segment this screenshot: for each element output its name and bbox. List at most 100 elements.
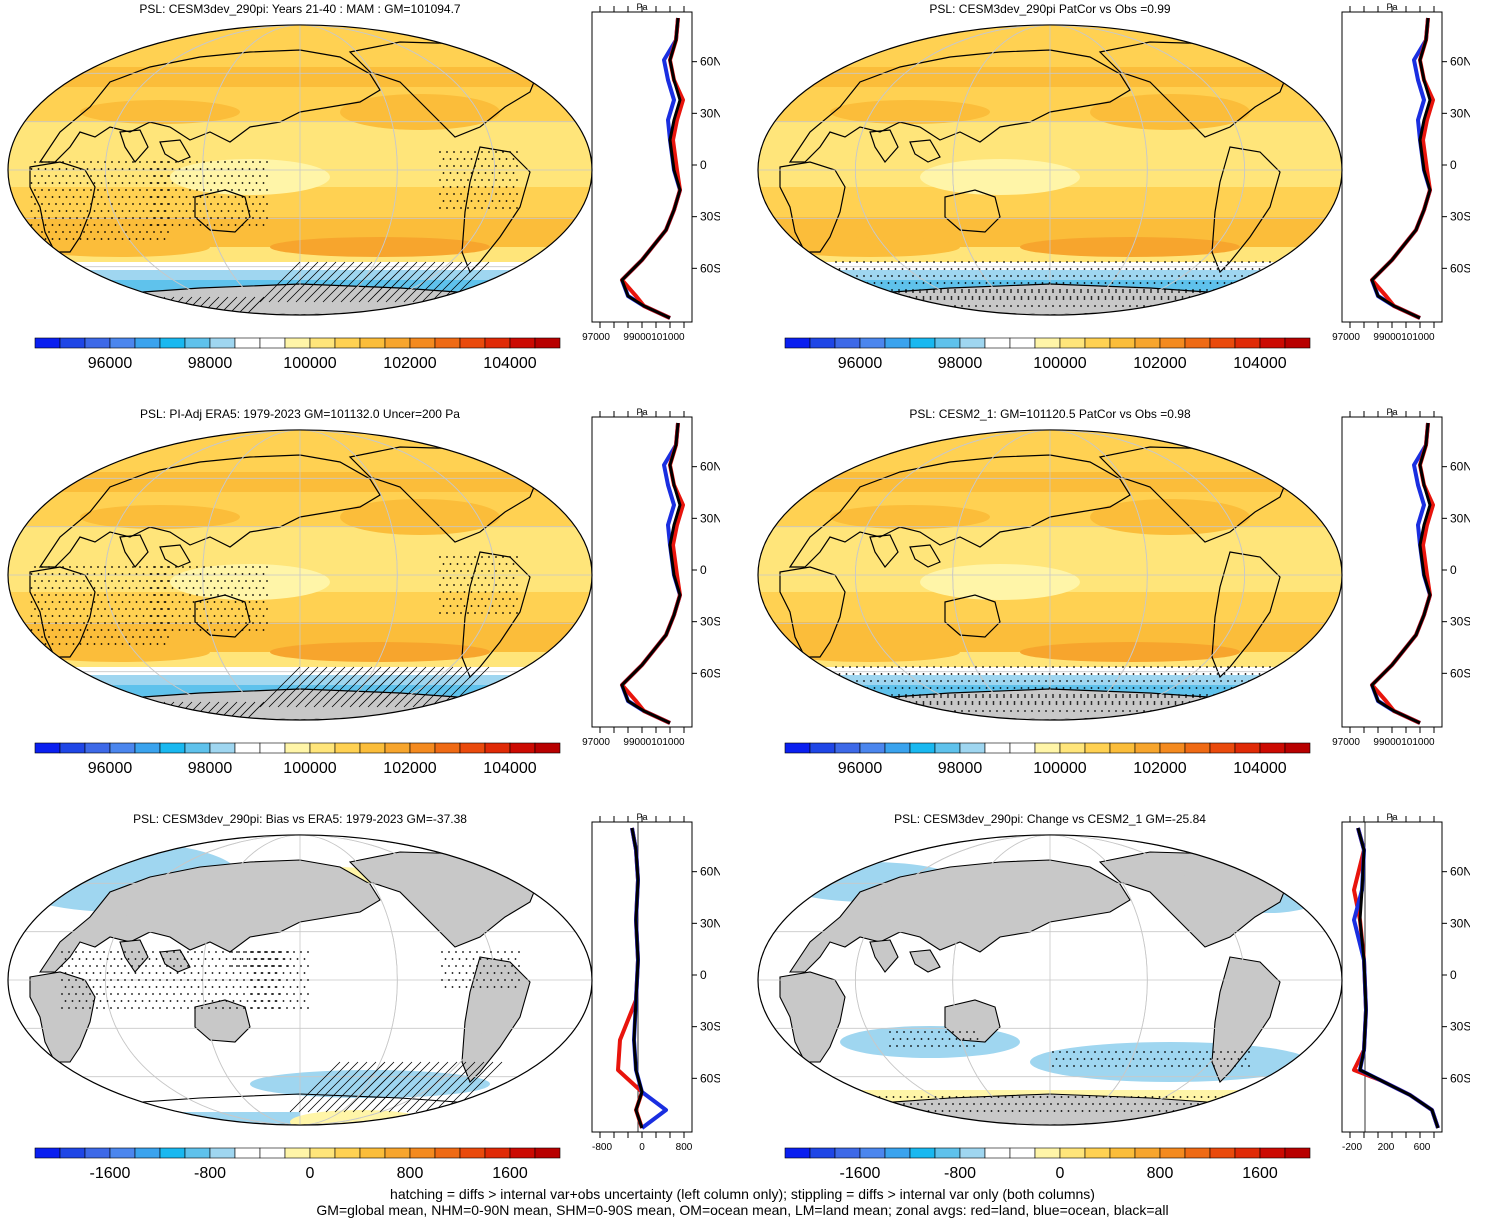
zonal-xtick-label: 97000 xyxy=(1332,332,1360,340)
stipple-dot xyxy=(1010,275,1012,277)
stipple-dot xyxy=(114,587,117,589)
stipple-dot xyxy=(1087,710,1089,712)
stipple-dot xyxy=(1073,275,1075,277)
stipple-dot xyxy=(118,189,120,191)
stipple-dot xyxy=(1031,666,1033,668)
stipple-dot xyxy=(1181,268,1184,270)
stipple-dot xyxy=(516,151,518,153)
hatch-line xyxy=(121,701,148,721)
stipple-dot xyxy=(234,615,237,617)
stipple-dot xyxy=(502,193,504,195)
stipple-dot xyxy=(1059,666,1061,668)
hatch-line xyxy=(286,261,328,303)
stipple-dot xyxy=(1160,298,1163,300)
stipple-dot xyxy=(444,986,447,988)
stipple-dot xyxy=(989,289,991,291)
stipple-dot xyxy=(1118,1058,1121,1060)
stipple-dot xyxy=(138,1007,140,1009)
stipple-dot xyxy=(1045,696,1047,698)
stipple-dot xyxy=(845,673,848,675)
stipple-dot xyxy=(1192,680,1194,682)
stipple-dot xyxy=(934,1038,937,1040)
stipple-dot xyxy=(1272,673,1275,675)
stipple-dot xyxy=(1076,282,1079,284)
stipple-dot xyxy=(1088,1096,1091,1098)
stipple-dot xyxy=(442,591,445,593)
stipple-dot xyxy=(483,979,485,981)
stipple-dot xyxy=(463,186,466,188)
stipple-dot xyxy=(1045,289,1047,291)
stipple-dot xyxy=(104,189,106,191)
stipple-dot xyxy=(1116,1110,1119,1112)
stipple-dot xyxy=(211,972,214,974)
colorbar-label: 100000 xyxy=(1033,355,1086,372)
stipple-dot xyxy=(1167,1058,1170,1060)
stipple-dot xyxy=(255,210,258,212)
stipple-dot xyxy=(1276,694,1278,696)
stipple-dot xyxy=(262,210,265,212)
stipple-dot xyxy=(199,573,202,575)
stipple-dot xyxy=(787,1096,790,1098)
stipple-dot xyxy=(1069,298,1072,300)
stipple-dot xyxy=(1073,1065,1075,1067)
stipple-dot xyxy=(456,200,459,202)
stipple-dot xyxy=(444,958,447,960)
stipple-dot xyxy=(495,584,497,586)
stipple-dot xyxy=(1195,1058,1198,1060)
stipple-dot xyxy=(86,615,89,617)
stipple-dot xyxy=(933,289,935,291)
stipple-dot xyxy=(104,161,106,163)
stipple-dot xyxy=(990,1110,993,1112)
stipple-dot xyxy=(107,210,110,212)
stipple-dot xyxy=(1244,296,1247,298)
stipple-dot xyxy=(1199,291,1201,293)
stipple-dot xyxy=(992,268,995,270)
stipple-dot xyxy=(69,594,71,596)
stipple-dot xyxy=(481,598,483,600)
hatch-line xyxy=(211,701,238,721)
stipple-dot xyxy=(882,1103,884,1105)
stipple-dot xyxy=(516,612,518,614)
stipple-dot xyxy=(1241,305,1243,307)
stipple-dot xyxy=(168,161,170,163)
stipple-dot xyxy=(829,1096,832,1098)
stipple-dot xyxy=(922,298,925,300)
stipple-dot xyxy=(76,175,78,177)
stipple-dot xyxy=(132,161,134,163)
stipple-dot xyxy=(1087,275,1089,277)
stipple-dot xyxy=(135,587,138,589)
stipple-dot xyxy=(898,666,900,668)
stipple-dot xyxy=(30,168,33,170)
stipple-dot xyxy=(1220,261,1222,263)
stipple-dot xyxy=(293,979,295,981)
stipple-dot xyxy=(41,231,43,233)
stipple-dot xyxy=(479,972,482,974)
stipple-dot xyxy=(1097,268,1100,270)
field-layer xyxy=(7,429,592,721)
stipple-dot xyxy=(217,594,219,596)
stipple-dot xyxy=(933,305,935,307)
stipple-dot xyxy=(1199,289,1201,291)
stipple-dot xyxy=(65,601,68,603)
stipple-dot xyxy=(484,158,487,160)
stipple-dot xyxy=(1041,687,1044,689)
zonal-lat-label: 0 xyxy=(1450,968,1457,982)
stipple-dot xyxy=(1286,673,1289,675)
stipple-dot xyxy=(1269,680,1271,682)
hatch-line xyxy=(406,1061,458,1113)
stipple-dot xyxy=(870,694,872,696)
world-map xyxy=(7,834,593,1126)
stipple-dot xyxy=(1181,1058,1184,1060)
stipple-dot xyxy=(791,1103,793,1105)
stipple-dot xyxy=(139,231,141,233)
stipple-dot xyxy=(512,158,515,160)
stipple-dot xyxy=(439,193,441,195)
hatch-line xyxy=(112,296,139,316)
stipple-dot xyxy=(68,951,70,953)
stipple-dot xyxy=(175,580,177,582)
colorbar-swatch xyxy=(434,1147,461,1159)
stipple-dot xyxy=(1143,710,1145,712)
stipple-dot xyxy=(961,291,963,293)
stipple-dot xyxy=(1171,694,1173,696)
stipple-dot xyxy=(90,636,92,638)
